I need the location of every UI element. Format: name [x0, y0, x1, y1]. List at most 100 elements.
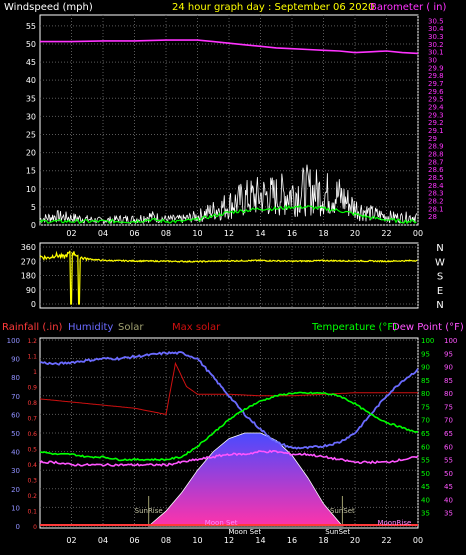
- direction-tick-label: 270: [21, 257, 36, 266]
- rain-tick-label: 0.5: [27, 447, 37, 454]
- direction-tick-label: 180: [21, 272, 36, 281]
- dewpoint-tick-label: 90: [444, 364, 453, 372]
- barometer-tick-label: 29.8: [428, 72, 444, 80]
- barometer-tick-label: 29.9: [428, 64, 444, 72]
- wind-tick-label: 40: [26, 76, 36, 85]
- dewpoint-tick-label: 100: [444, 337, 457, 345]
- time-tick-label: 08: [161, 229, 171, 238]
- max-solar-line: [39, 361, 418, 415]
- wind-tick-label: 35: [26, 94, 36, 103]
- humidity-tick-label: 10: [11, 504, 20, 512]
- dewpoint-tick-label: 60: [444, 443, 453, 451]
- barometer-tick-label: 29.3: [428, 111, 444, 119]
- barometer-tick-label: 30: [428, 56, 437, 64]
- wind-tick-label: 20: [26, 149, 36, 158]
- barometer-tick-label: 28.3: [428, 190, 444, 198]
- legend-rainfall: Rainfall (.in): [2, 322, 63, 333]
- barometer-tick-label: 28.9: [428, 143, 444, 151]
- rain-tick-label: 1: [33, 369, 37, 376]
- env-time-tick-label: 00: [413, 536, 423, 545]
- time-tick-label: 10: [192, 229, 202, 238]
- temperature-tick-label: 50: [421, 470, 430, 478]
- barometer-tick-label: 28.7: [428, 158, 444, 166]
- legend-humidity: Humidity: [68, 322, 113, 333]
- sun-moon-label: SunSet: [330, 507, 355, 515]
- sun-moon-label: SunRise: [135, 507, 163, 515]
- env-time-tick-label: 18: [318, 536, 328, 545]
- wind-tick-label: 15: [26, 167, 36, 176]
- barometer-tick-label: 29.7: [428, 80, 444, 88]
- barometer-tick-label: 28.6: [428, 166, 444, 174]
- humidity-tick-label: 70: [11, 393, 20, 401]
- wind-tick-label: 0: [31, 221, 36, 230]
- sun-moon-label: MoonRise: [377, 519, 411, 527]
- temperature-tick-label: 40: [421, 496, 430, 504]
- dewpoint-tick-label: 40: [444, 496, 453, 504]
- barometer-tick-label: 29.1: [428, 127, 444, 135]
- barometer-axis-title: Barometer ( in): [370, 2, 446, 13]
- dewpoint-tick-label: 85: [444, 377, 453, 385]
- temperature-tick-label: 80: [421, 390, 430, 398]
- humidity-tick-label: 40: [11, 449, 20, 457]
- direction-tick-label: 0: [31, 300, 36, 309]
- solar-radiation-area: [147, 432, 344, 527]
- temperature-tick-label: 95: [421, 350, 430, 358]
- time-tick-label: 12: [224, 229, 234, 238]
- barometer-tick-label: 29.5: [428, 96, 444, 104]
- temperature-line: [40, 391, 419, 462]
- temperature-tick-label: 70: [421, 417, 430, 425]
- dewpoint-tick-label: 95: [444, 350, 453, 358]
- env-time-tick-label: 08: [161, 536, 171, 545]
- temperature-tick-label: 100: [421, 337, 434, 345]
- compass-label: N: [436, 243, 443, 254]
- env-time-tick-label: 20: [350, 536, 360, 545]
- barometer-tick-label: 30.5: [428, 17, 444, 25]
- barometer-tick-label: 30.4: [428, 25, 444, 33]
- legend-dewpoint: Dew Point (°F): [392, 322, 464, 333]
- barometer-tick-label: 29: [428, 135, 437, 143]
- time-tick-label: 16: [287, 229, 297, 238]
- rain-tick-label: 0.6: [27, 431, 37, 438]
- humidity-tick-label: 30: [11, 467, 20, 475]
- compass-label: E: [437, 286, 443, 297]
- temperature-tick-label: 90: [421, 364, 430, 372]
- humidity-line: [39, 351, 419, 450]
- barometer-tick-label: 29.4: [428, 103, 444, 111]
- dewpoint-tick-label: 65: [444, 430, 453, 438]
- temperature-tick-label: 35: [421, 510, 430, 518]
- dewpoint-tick-label: 80: [444, 390, 453, 398]
- compass-label: N: [436, 300, 443, 311]
- temperature-tick-label: 45: [421, 483, 430, 491]
- rain-tick-label: 0.2: [27, 493, 37, 500]
- dewpoint-tick-label: 70: [444, 417, 453, 425]
- humidity-tick-label: 90: [11, 356, 20, 364]
- wind-direction-line: [39, 250, 418, 305]
- legend-solar: Solar: [118, 322, 144, 333]
- time-tick-label: 04: [98, 229, 108, 238]
- barometer-tick-label: 29.6: [428, 88, 444, 96]
- barometer-tick-label: 30.2: [428, 41, 444, 49]
- direction-tick-label: 360: [21, 243, 36, 252]
- legend-temperature: Temperature (°F): [311, 322, 397, 333]
- rain-tick-label: 0.3: [27, 478, 37, 485]
- temperature-tick-label: 75: [421, 403, 430, 411]
- temperature-tick-label: 65: [421, 430, 430, 438]
- barometer-tick-label: 28.5: [428, 174, 444, 182]
- humidity-tick-label: 60: [11, 411, 20, 419]
- wind-tick-label: 55: [26, 22, 36, 31]
- dewpoint-tick-label: 75: [444, 403, 453, 411]
- rain-tick-label: 0.4: [27, 462, 37, 469]
- barometer-tick-label: 30.3: [428, 33, 444, 41]
- direction-tick-label: 90: [26, 286, 36, 295]
- time-tick-label: 00: [413, 229, 423, 238]
- compass-label: W: [435, 257, 445, 268]
- env-time-tick-label: 02: [66, 536, 76, 545]
- dewpoint-tick-label: 35: [444, 510, 453, 518]
- sun-moon-label: SunSet: [325, 528, 350, 536]
- rain-tick-label: 0.1: [27, 509, 37, 516]
- temperature-tick-label: 60: [421, 443, 430, 451]
- humidity-tick-label: 50: [11, 430, 20, 438]
- barometer-line: [40, 39, 419, 55]
- rain-tick-label: 0: [33, 524, 37, 531]
- dewpoint-tick-label: 50: [444, 470, 453, 478]
